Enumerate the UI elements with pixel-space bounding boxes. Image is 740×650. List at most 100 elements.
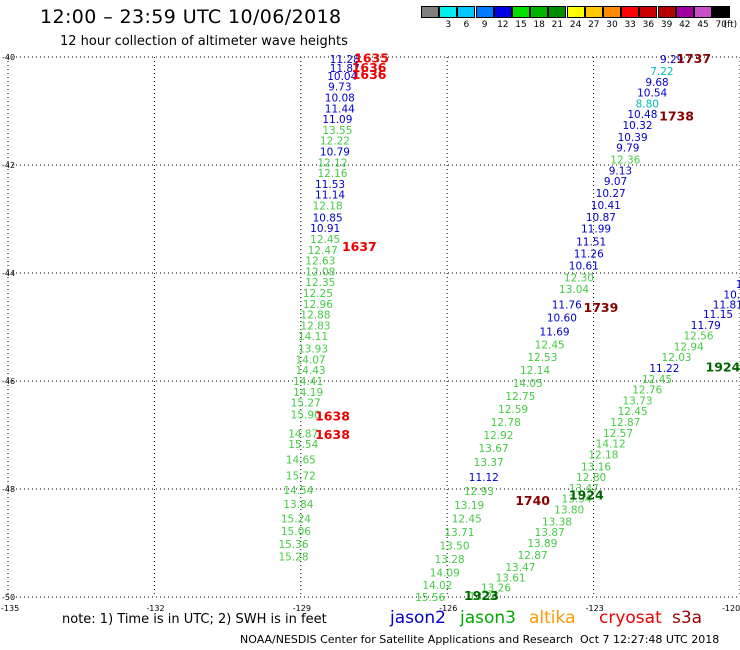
x-tick-label: -135 — [1, 604, 19, 613]
swh-value-s3a: 10.39 — [618, 132, 648, 144]
colorbar-swatch — [493, 6, 512, 18]
swh-value-jason3: 13.38 — [542, 516, 572, 528]
swh-value-jason2: 12.16 — [317, 168, 347, 180]
swh-value-jason3: 11.79 — [691, 320, 721, 332]
swh-value-jason3: 11.81 — [713, 299, 740, 311]
swh-value-jason2: 10.04 — [327, 71, 357, 83]
swh-value-jason3: 12.03 — [662, 352, 692, 364]
swh-value-jason3: 13.26 — [481, 582, 511, 594]
swh-value-jason2: 14.19 — [293, 387, 323, 399]
swh-value-s3a: 12.92 — [483, 430, 513, 442]
colorbar-swatch — [530, 6, 549, 18]
swh-value-s3a: 9.13 — [609, 165, 632, 177]
colorbar-label: 33 — [624, 20, 636, 30]
swh-value-s3a: 14.02 — [422, 580, 452, 592]
colorbar-label: 36 — [642, 20, 655, 30]
swh-value-s3a: 9.79 — [616, 143, 639, 155]
swh-value-jason2: 11.09 — [322, 114, 352, 126]
swh-value-jason2: 14.07 — [296, 354, 326, 366]
colorbar-swatch — [621, 6, 640, 18]
swh-value-s3a: 11.69 — [540, 326, 570, 338]
footer-timestamp: Oct 7 12:27:48 UTC 2018 — [580, 633, 720, 646]
swh-value-s3a: 12.14 — [520, 365, 550, 377]
swh-value-s3a: 7.22 — [650, 66, 673, 78]
colorbar-swatch — [712, 6, 731, 18]
swh-value-jason3: 13.89 — [527, 538, 557, 550]
swh-value-s3a: 10.32 — [622, 120, 652, 132]
colorbar-swatch — [675, 6, 694, 18]
swh-value-jason2: 15.54 — [288, 439, 318, 451]
swh-value-jason3: 13.61 — [496, 573, 526, 585]
swh-value-jason3: 12.56 — [683, 331, 713, 343]
swh-value-s3a: 10.41 — [591, 200, 621, 212]
colorbar-swatch — [457, 6, 476, 18]
swh-value-s3a: 12.78 — [491, 417, 521, 429]
swh-value-s3a: 9.29 — [660, 54, 683, 66]
swh-value-jason2: 10.85 — [313, 212, 343, 224]
swh-value-s3a: 12.59 — [498, 404, 528, 416]
pass-time-label: 1739 — [584, 300, 619, 315]
colorbar-swatch — [639, 6, 658, 18]
colorbar-swatch — [603, 6, 621, 18]
swh-value-jason2: 12.25 — [303, 288, 333, 300]
pass-time-label: 1636 — [352, 60, 387, 75]
swh-value-s3a: 9.68 — [645, 77, 668, 89]
swh-value-s3a: 10.61 — [569, 260, 599, 272]
swh-value-jason2: 11.53 — [315, 179, 345, 191]
swh-value-jason3: 13.94 — [561, 494, 591, 506]
swh-value-s3a: 12.30 — [564, 272, 594, 284]
pass-time-label: 1924 — [706, 360, 740, 375]
swh-value-jason3: 10.3 — [723, 290, 740, 302]
swh-value-jason3: 12.87 — [610, 417, 640, 429]
swh-value-s3a: 11.26 — [574, 249, 604, 261]
y-tick-label: -50 — [2, 593, 15, 602]
y-tick-label: -46 — [2, 377, 15, 386]
swh-value-jason2: 12.63 — [305, 256, 335, 268]
colorbar-label: 27 — [588, 20, 600, 30]
swh-value-jason3: 12.80 — [576, 472, 606, 484]
swh-value-jason2: 11.14 — [315, 190, 345, 202]
swh-value-jason3: 11.22 — [649, 363, 679, 375]
swh-value-jason2: 12.08 — [305, 266, 335, 278]
swh-value-jason3: 13.26 — [469, 591, 499, 603]
swh-value-jason2: 12.47 — [308, 245, 338, 257]
satellite-legend-altika: altika — [529, 608, 576, 628]
swh-value-jason2: 14.43 — [296, 365, 326, 377]
swh-value-jason2: 15.72 — [286, 471, 316, 483]
swh-value-jason2: 11.28 — [330, 54, 360, 66]
pass-time-label: 1638 — [315, 409, 350, 424]
colorbar-swatch — [566, 6, 585, 18]
swh-value-s3a: 13.71 — [444, 527, 474, 539]
swh-value-s3a: 9.07 — [604, 176, 627, 188]
colorbar-label: 42 — [679, 20, 691, 30]
x-tick-label: -123 — [586, 604, 604, 613]
swh-value-s3a: 10.60 — [547, 312, 577, 324]
swh-value-s3a: 11.51 — [576, 237, 606, 249]
swh-value-s3a: 13.50 — [439, 541, 469, 553]
footer-credit: NOAA/NESDIS Center for Satellite Applica… — [240, 633, 574, 646]
swh-value-s3a: 13.28 — [435, 554, 465, 566]
pass-time-label: 1737 — [676, 51, 711, 66]
pass-time-label: 1636 — [352, 67, 387, 82]
y-tick-label: -48 — [2, 485, 15, 494]
x-tick-label: -129 — [293, 604, 311, 613]
swh-value-s3a: 11.12 — [469, 472, 499, 484]
pass-time-label: 1635 — [354, 51, 389, 66]
swh-value-s3a: 14.09 — [430, 568, 460, 580]
colorbar-label: 30 — [606, 20, 618, 30]
satellite-legend-cryosat: cryosat — [599, 608, 662, 628]
pass-time-label: 1637 — [342, 239, 377, 254]
x-tick-label: -120 — [722, 604, 740, 613]
colorbar-label: 24 — [569, 20, 582, 30]
colorbar-swatch — [475, 6, 494, 18]
colorbar-label: 39 — [660, 20, 673, 30]
swh-value-jason2: 15.36 — [278, 539, 308, 551]
footer-note: note: 1) Time is in UTC; 2) SWH is in fe… — [62, 612, 327, 627]
swh-value-s3a: 10.54 — [637, 88, 667, 100]
swh-value-jason2: 15.24 — [281, 514, 311, 526]
colorbar-unit: (ft) — [723, 20, 738, 30]
swh-value-s3a: 11.99 — [581, 224, 611, 236]
swh-value-jason3: 13.16 — [581, 461, 611, 473]
swh-value-jason3: 12.45 — [618, 406, 648, 418]
colorbar-label: 9 — [481, 20, 488, 30]
